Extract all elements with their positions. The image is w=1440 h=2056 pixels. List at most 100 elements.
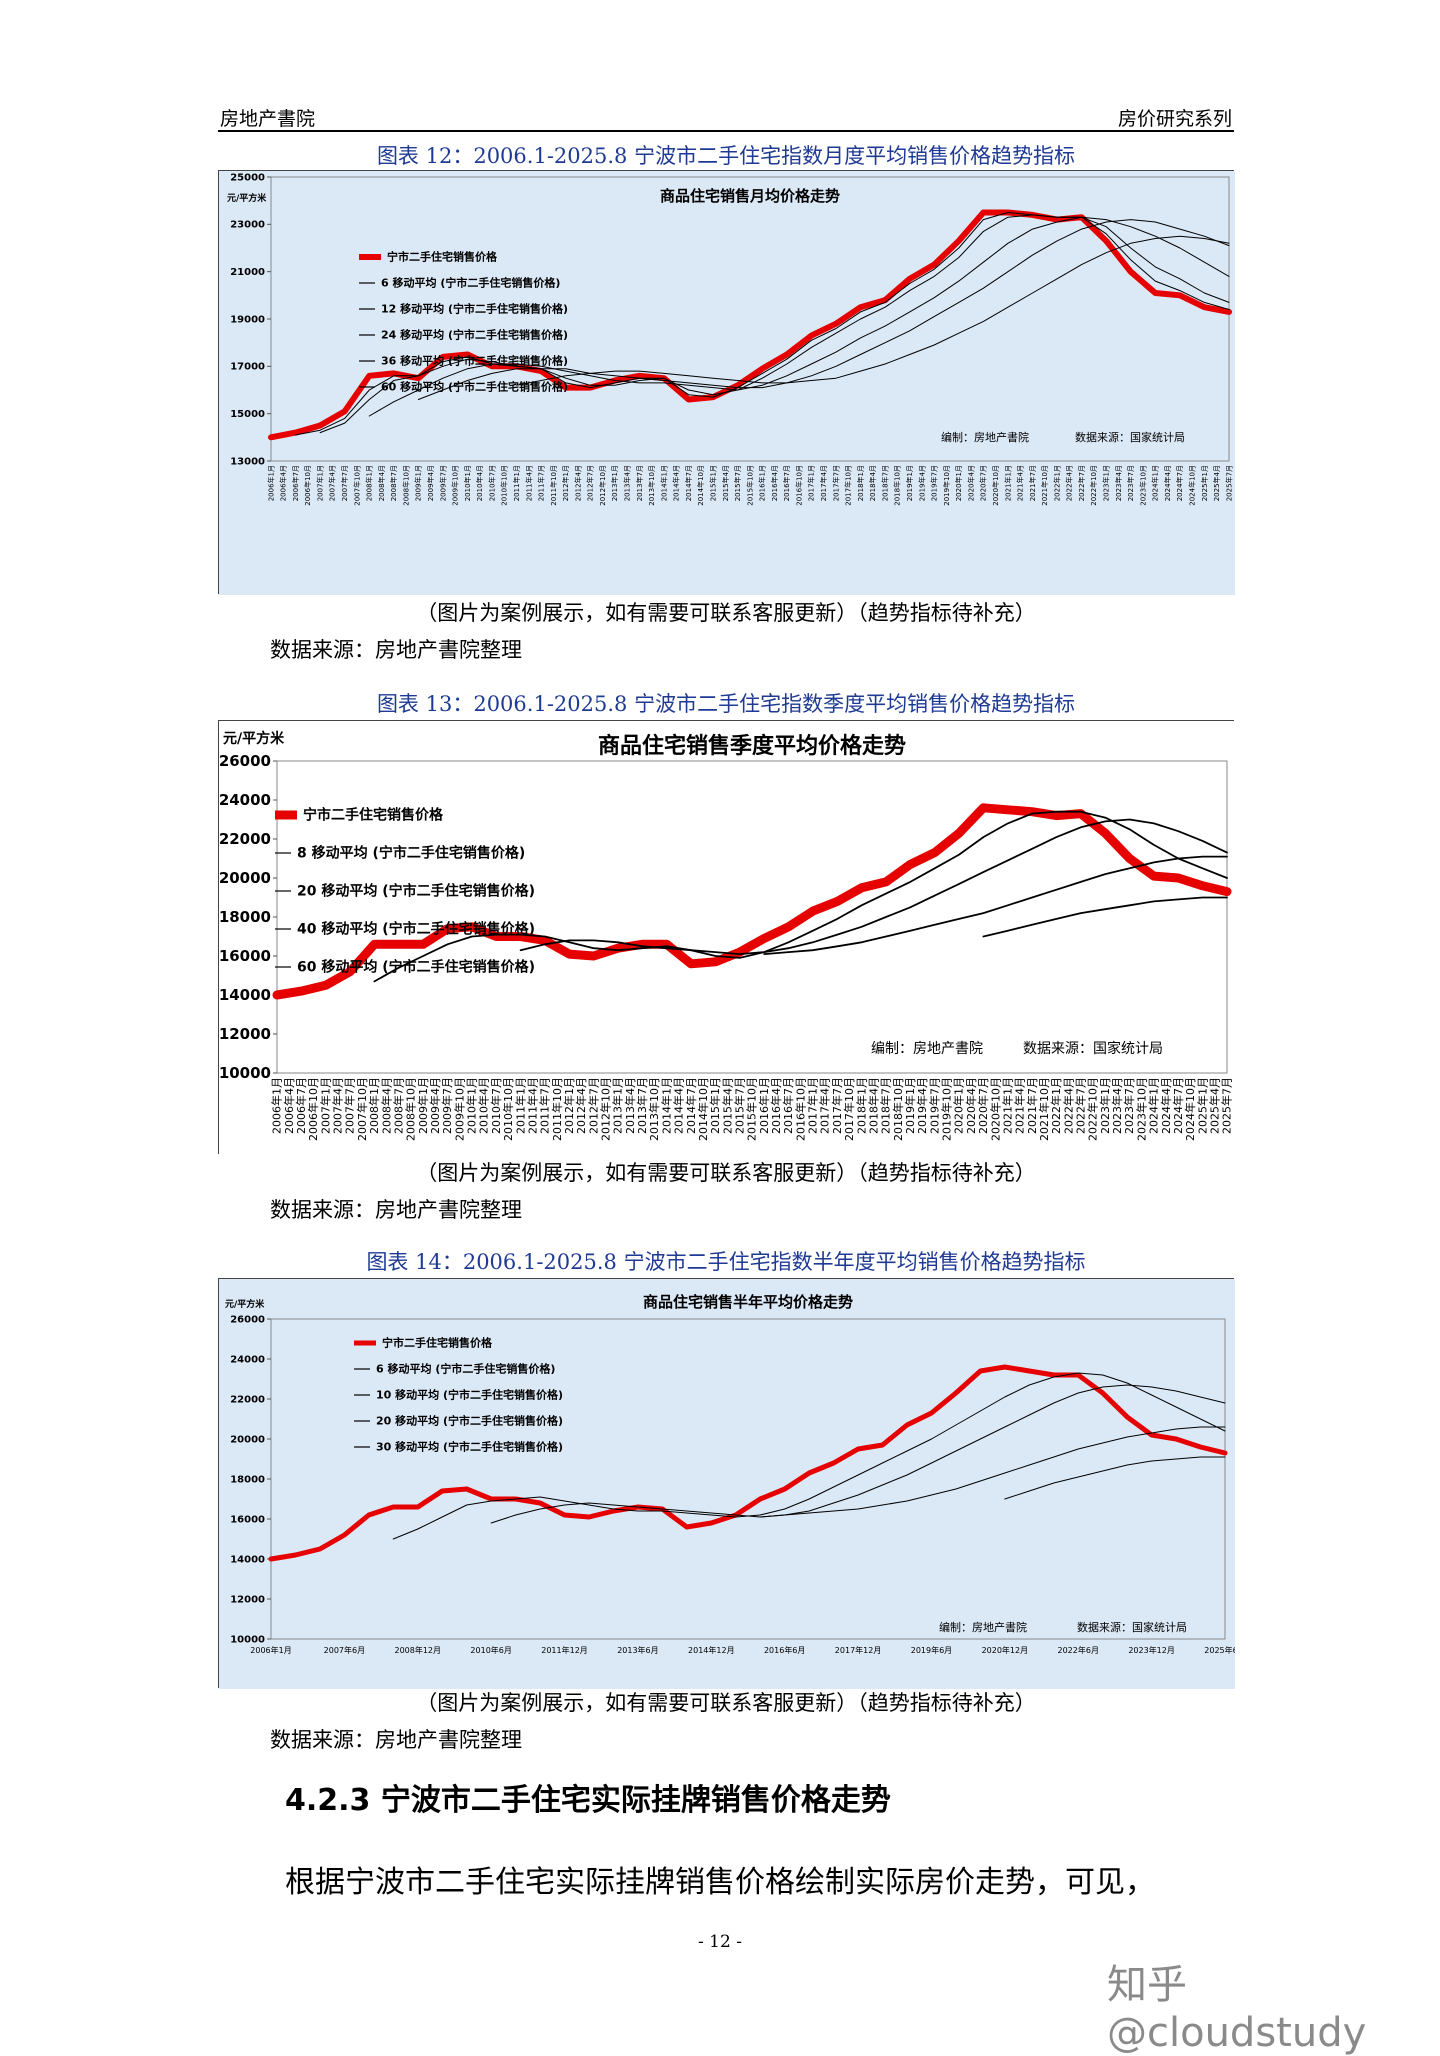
x-tick-label: 2019年1月: [903, 1077, 917, 1134]
x-tick-label: 2018年10月: [893, 465, 902, 506]
x-tick-label: 2012年4月: [573, 465, 582, 501]
y-tick-label: 12000: [230, 1594, 265, 1605]
x-tick-label: 2016年7月: [781, 1077, 795, 1134]
x-tick-label: 2023年7月: [1122, 1077, 1136, 1134]
x-tick-label: 2016年4月: [769, 1077, 783, 1134]
x-tick-label: 2016年7月: [782, 465, 791, 501]
x-tick-label: 2012年7月: [586, 1077, 600, 1134]
x-tick-label: 2025年1月: [1195, 1077, 1209, 1134]
x-tick-label: 2006年10月: [303, 465, 312, 506]
x-tick-label: 2016年10月: [793, 1077, 807, 1141]
x-tick-label: 2008年10月: [401, 465, 410, 506]
y-tick-label: 19000: [230, 314, 265, 325]
x-tick-label: 2007年4月: [328, 465, 337, 501]
x-tick-label: 2014年1月: [659, 465, 668, 501]
x-tick-label: 2010年10月: [501, 1077, 515, 1141]
x-tick-label: 2006年1月: [266, 465, 275, 501]
series-line-ma-2: [490, 1384, 1226, 1524]
legend-label: 10 移动平均 (宁市二手住宅销售价格): [376, 1388, 563, 1402]
x-tick-label: 2017年10月: [844, 465, 853, 506]
x-tick-label: 2016年6月: [764, 1645, 805, 1655]
x-tick-label: 2011年12月: [541, 1645, 588, 1655]
chart-quarterly: 商品住宅销售季度平均价格走势 元/平方米 10000 12000 14000 16000 1…: [218, 720, 1235, 1155]
x-tick-label: 2011年7月: [538, 1077, 552, 1134]
y-tick-label: 14000: [230, 1554, 265, 1565]
y-axis-label: 元/平方米: [227, 192, 267, 204]
y-tick-label: 21000: [230, 267, 265, 278]
x-tick-label: 2022年6月: [1058, 1645, 1099, 1655]
series-line-ma-2: [519, 818, 1228, 955]
x-tick-label: 2017年1月: [806, 1077, 820, 1134]
x-tick-label: 2009年10月: [451, 465, 460, 506]
x-tick-label: 2016年1月: [757, 1077, 771, 1134]
figure-14-source: 数据来源：房地产書院整理: [270, 1728, 522, 1752]
x-tick-label: 2017年7月: [830, 1077, 844, 1134]
x-tick-label: 2007年4月: [331, 1077, 345, 1134]
legend-label: 12 移动平均 (宁市二手住宅销售价格): [381, 302, 568, 316]
x-tick-label: 2014年10月: [696, 1077, 710, 1141]
series-line-ma-4: [982, 896, 1228, 938]
legend-label: 宁市二手住宅销售价格: [303, 807, 444, 824]
y-axis-label: 元/平方米: [223, 730, 285, 747]
y-tick-label: 25000: [230, 172, 265, 183]
x-tick-label: 2015年1月: [708, 465, 717, 501]
x-tick-label: 2019年10月: [940, 1077, 954, 1141]
x-tick-label: 2016年10月: [794, 465, 803, 506]
header-right: 房价研究系列: [1117, 108, 1232, 130]
chart-quarterly-svg: 商品住宅销售季度平均价格走势 元/平方米 10000 12000 14000 16000 1…: [219, 721, 1235, 1155]
x-tick-label: 2010年7月: [487, 465, 496, 501]
x-tick-label: 2008年4月: [379, 1077, 393, 1134]
legend-label: 60 移动平均 (宁市二手住宅销售价格): [381, 380, 568, 394]
x-tick-label: 2011年10月: [549, 465, 558, 506]
x-tick-label: 2024年7月: [1175, 465, 1184, 501]
y-tick-label: 18000: [219, 908, 271, 926]
x-tick-label: 2024年1月: [1151, 465, 1160, 501]
figure-14-note: （图片为案例展示，如有需要可联系客服更新）（趋势指标待补充）: [416, 1691, 1036, 1715]
figure-12-caption: 图表 12：2006.1-2025.8 宁波市二手住宅指数月度平均销售价格趋势指…: [376, 144, 1076, 168]
x-tick-label: 2016年1月: [758, 465, 767, 501]
chart-title: 商品住宅销售半年平均价格走势: [643, 1293, 853, 1311]
x-tick-label: 2006年4月: [282, 1077, 296, 1134]
x-tick-label: 2015年7月: [732, 1077, 746, 1134]
x-tick-label: 2023年1月: [1102, 465, 1111, 501]
x-tick-label: 2011年4月: [524, 465, 533, 501]
page-header: 房地产書院 房价研究系列: [218, 104, 1234, 132]
x-tick-label: 2015年4月: [721, 465, 730, 501]
legend-label: 30 移动平均 (宁市二手住宅销售价格): [376, 1440, 563, 1454]
y-axis-label: 元/平方米: [225, 1298, 265, 1310]
x-tick-label: 2023年12月: [1128, 1645, 1175, 1655]
x-tick-label: 2025年7月: [1220, 1077, 1234, 1134]
chart-annotation: 编制：房地产書院: [939, 1620, 1027, 1634]
x-tick-label: 2015年10月: [745, 465, 754, 506]
x-tick-label: 2006年1月: [270, 1077, 284, 1134]
page-number: - 12 -: [698, 1932, 742, 1952]
x-tick-label: 2015年10月: [745, 1077, 759, 1141]
x-tick-label: 2007年7月: [340, 465, 349, 501]
x-tick-label: 2007年10月: [355, 1077, 369, 1141]
x-tick-label: 2014年4月: [672, 465, 681, 501]
zhihu-watermark: 知乎 @cloudstudy: [1107, 1962, 1367, 2056]
x-tick-label: 2006年10月: [306, 1077, 320, 1141]
chart-halfyear: 商品住宅销售半年平均价格走势 元/平方米 10000 12000 14000 16000 1…: [218, 1278, 1235, 1689]
section-heading: 4.2.3 宁波市二手住宅实际挂牌销售价格走势: [285, 1783, 891, 1818]
legend-label: 宁市二手住宅销售价格: [382, 1336, 493, 1350]
x-tick-label: 2018年10月: [891, 1077, 905, 1141]
x-tick-label: 2013年1月: [611, 1077, 625, 1134]
x-tick-label: 2007年10月: [352, 465, 361, 506]
x-tick-label: 2021年4月: [1016, 465, 1025, 501]
x-tick-label: 2014年10月: [696, 465, 705, 506]
x-tick-label: 2021年1月: [1000, 1077, 1014, 1134]
x-tick-label: 2021年4月: [1013, 1077, 1027, 1134]
x-tick-label: 2010年4月: [475, 465, 484, 501]
chart-title: 商品住宅销售月均价格走势: [660, 187, 840, 205]
x-tick-label: 2015年1月: [708, 1077, 722, 1134]
legend-label: 6 移动平均 (宁市二手住宅销售价格): [381, 276, 560, 290]
x-tick-label: 2020年4月: [964, 1077, 978, 1134]
y-tick-label: 26000: [219, 752, 271, 770]
y-tick-label: 12000: [219, 1025, 271, 1043]
x-tick-label: 2012年1月: [561, 465, 570, 501]
chart-monthly-svg: 商品住宅销售月均价格走势 元/平方米 13000 15000 17000 19000 210…: [219, 171, 1235, 595]
x-tick-label: 2020年7月: [976, 1077, 990, 1134]
x-tick-label: 2018年1月: [854, 1077, 868, 1134]
series-line-ma-2: [319, 214, 1230, 434]
